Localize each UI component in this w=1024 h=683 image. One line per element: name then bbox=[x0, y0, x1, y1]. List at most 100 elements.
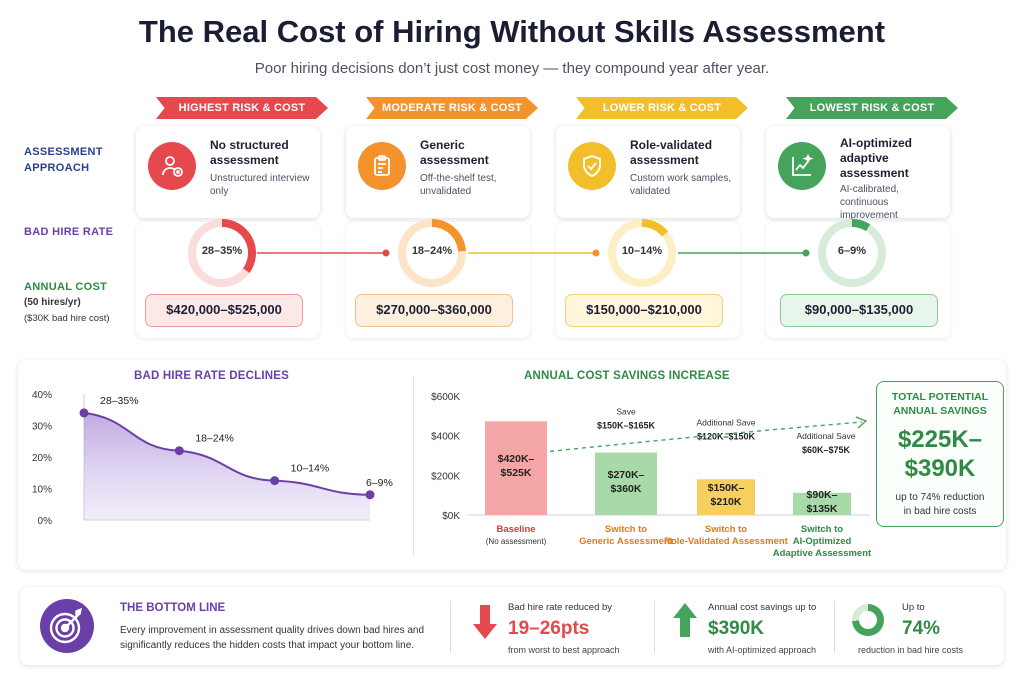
user-x-icon bbox=[148, 142, 196, 190]
y-tick-label: $200K bbox=[431, 471, 460, 482]
total-savings-note1: up to 74% reduction bbox=[895, 492, 985, 503]
tier-banner-moderate: MODERATE RISK & COST bbox=[366, 97, 538, 119]
row-label-approach-line1: ASSESSMENT bbox=[24, 146, 103, 158]
rate-donut-label: 10–14% bbox=[621, 245, 663, 257]
cost-bar bbox=[595, 452, 657, 515]
x-category-label: Adaptive Assessment bbox=[773, 548, 872, 559]
rate-donut-label: 18–24% bbox=[411, 245, 453, 257]
card-title: AI-optimized adaptive assessment bbox=[840, 136, 912, 180]
total-savings-value1: $225K– bbox=[897, 426, 983, 453]
card-title: No structured assessment bbox=[210, 138, 289, 167]
total-savings-box: TOTAL POTENTIAL ANNUAL SAVINGS $225K– $3… bbox=[876, 381, 1004, 527]
stat-divider bbox=[654, 601, 655, 653]
page-title: The Real Cost of Hiring Without Skills A… bbox=[138, 14, 886, 49]
save-note-label: Additional Save bbox=[796, 431, 855, 441]
stat-divider bbox=[450, 601, 451, 653]
stat-label: Bad hire rate reduced by bbox=[508, 602, 613, 613]
cost-bar bbox=[697, 479, 755, 515]
savings-chart-title: ANNUAL COST SAVINGS INCREASE bbox=[524, 370, 730, 382]
bar-value-label: $135K bbox=[807, 503, 838, 515]
total-savings-note2: in bad hire costs bbox=[903, 506, 977, 517]
y-tick-label: $400K bbox=[431, 432, 460, 443]
connector-dot bbox=[802, 249, 810, 257]
row-label-annual-cost-note2: ($30K bad hire cost) bbox=[24, 313, 110, 324]
approach-card-none: No structured assessment Unstructured in… bbox=[136, 126, 320, 218]
y-tick-label: 40% bbox=[32, 390, 52, 401]
bar-value-label: $360K bbox=[611, 483, 642, 495]
card-title: Role-validated assessment bbox=[630, 138, 713, 167]
approach-card-ai-optimized: AI-optimized adaptive assessment AI-cali… bbox=[766, 126, 950, 221]
tier-banner-highest: HIGHEST RISK & COST bbox=[156, 97, 328, 119]
save-note-label: Additional Save bbox=[696, 417, 755, 427]
card-title: Generic assessment bbox=[420, 138, 489, 167]
card-desc: Custom work samples, validated bbox=[630, 173, 732, 197]
save-note-value: $150K–$165K bbox=[597, 421, 656, 431]
savings-trend-arrow bbox=[549, 421, 863, 453]
x-category-label: Switch to bbox=[801, 524, 843, 535]
connector-dot bbox=[592, 249, 600, 257]
stat-label: Annual cost savings up to bbox=[708, 602, 817, 613]
rate-chart-title: BAD HIRE RATE DECLINES bbox=[134, 370, 289, 382]
bar-value-label: $270K– bbox=[608, 469, 645, 481]
annual-cost-pill: $150,000–$210,000 bbox=[565, 294, 723, 327]
row-label-approach: ASSESSMENT APPROACH bbox=[24, 144, 103, 176]
bad-hire-rate-chart: 0% 10% 20% 30% 40% 28–35% 18–24% 10–14% 6–9% bbox=[32, 390, 393, 527]
x-category-label: Baseline bbox=[496, 524, 535, 535]
shield-check-icon bbox=[568, 142, 616, 190]
approach-card-role-validated: Role-validated assessment Custom work sa… bbox=[556, 126, 740, 218]
trend-sparkle-icon bbox=[778, 142, 826, 190]
tier-banner-lower: LOWER RISK & COST bbox=[576, 97, 748, 119]
pie-chart-icon bbox=[852, 604, 884, 636]
y-tick-label: 0% bbox=[38, 516, 53, 527]
savings-trend-arrowhead bbox=[855, 416, 868, 429]
x-category-label: Generic Assessment bbox=[579, 536, 673, 547]
row-label-approach-line2: APPROACH bbox=[24, 162, 90, 174]
total-savings-label2: ANNUAL SAVINGS bbox=[893, 405, 987, 417]
y-tick-label: 30% bbox=[32, 422, 52, 433]
rate-point bbox=[79, 408, 89, 418]
rate-area bbox=[84, 412, 370, 520]
total-savings-value2: $390K bbox=[904, 455, 976, 482]
bottom-line-panel: THE BOTTOM LINE Every improvement in ass… bbox=[20, 587, 1004, 665]
stat-cost-reduction: Up to 74% reduction in bad hire costs bbox=[846, 587, 996, 665]
stat-value: 19–26pts bbox=[508, 618, 590, 639]
rate-point-label: 18–24% bbox=[195, 433, 234, 445]
connector-dot bbox=[382, 249, 390, 257]
rate-donut-label: 28–35% bbox=[201, 245, 243, 257]
annual-cost-pill: $270,000–$360,000 bbox=[355, 294, 513, 327]
card-desc: AI-calibrated, continuous improvement bbox=[840, 184, 899, 221]
bottom-line-text2: significantly reduces the hidden costs t… bbox=[120, 640, 415, 651]
stat-note: from worst to best approach bbox=[508, 645, 620, 655]
row-label-annual-cost: ANNUAL COST bbox=[24, 281, 108, 293]
x-category-label: Switch to bbox=[605, 524, 647, 535]
rate-point bbox=[270, 476, 280, 486]
rate-donut: 28–35% bbox=[188, 219, 256, 287]
bar-value-label: $210K bbox=[711, 496, 742, 508]
rate-line bbox=[83, 411, 371, 496]
bar-value-label: $150K– bbox=[708, 482, 745, 494]
rate-point-label: 10–14% bbox=[291, 463, 330, 475]
bar-value-label: $90K– bbox=[807, 489, 838, 501]
y-tick-label: 20% bbox=[32, 453, 52, 464]
annual-cost-savings-chart: $0K $200K $400K $600K $420K– $525K Baseline (No… bbox=[431, 392, 872, 559]
card-desc: Unstructured interview only bbox=[210, 173, 310, 197]
approach-card-generic: Generic assessment Off-the-shelf test, u… bbox=[346, 126, 530, 218]
save-note-value: $120K–$150K bbox=[697, 431, 756, 441]
bottom-line-title: THE BOTTOM LINE bbox=[120, 602, 226, 614]
rate-point-label: 28–35% bbox=[100, 395, 139, 407]
x-category-note: (No assessment) bbox=[486, 537, 547, 546]
cost-bar bbox=[485, 421, 547, 515]
stat-value: $390K bbox=[708, 618, 764, 639]
rate-point bbox=[365, 490, 375, 500]
clipboard-icon bbox=[358, 142, 406, 190]
x-category-label: Role-Validated Assessment bbox=[664, 536, 789, 547]
card-desc: Off-the-shelf test, unvalidated bbox=[420, 173, 497, 197]
bar-value-label: $525K bbox=[501, 467, 532, 479]
page-subtitle: Poor hiring decisions don’t just cost mo… bbox=[254, 60, 770, 77]
stat-divider bbox=[834, 601, 835, 653]
rate-point-label: 6–9% bbox=[366, 477, 393, 489]
stat-label: Up to bbox=[902, 602, 925, 613]
row-label-bad-hire-rate: BAD HIRE RATE bbox=[24, 226, 114, 238]
x-category-label: Switch to bbox=[705, 524, 747, 535]
